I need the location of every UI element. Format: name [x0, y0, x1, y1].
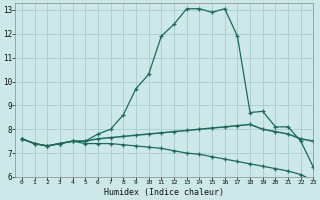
X-axis label: Humidex (Indice chaleur): Humidex (Indice chaleur): [105, 188, 225, 197]
